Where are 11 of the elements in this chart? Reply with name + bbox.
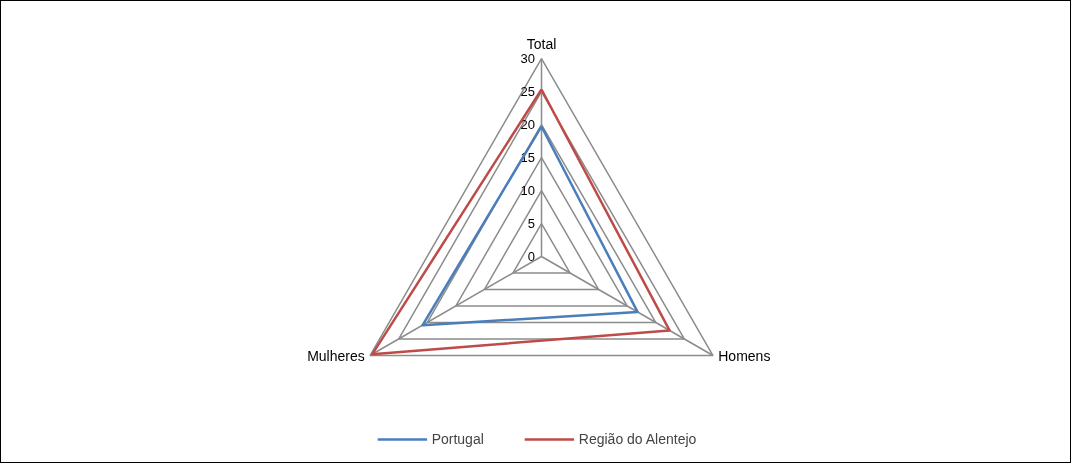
spoke-label: Total [526,35,557,52]
y-tick-label: 25 [520,84,535,99]
y-tick-label: 10 [520,183,535,198]
y-tick-label: 20 [520,117,535,132]
spoke-label: Mulheres [307,347,365,364]
legend-label: Portugal [431,431,484,447]
legend-label: Região do Alentejo [578,431,697,447]
y-tick-label: 5 [527,216,535,231]
y-tick-label: 0 [527,249,535,264]
spoke-label: Homens [718,347,771,364]
y-tick-label: 30 [520,51,535,66]
